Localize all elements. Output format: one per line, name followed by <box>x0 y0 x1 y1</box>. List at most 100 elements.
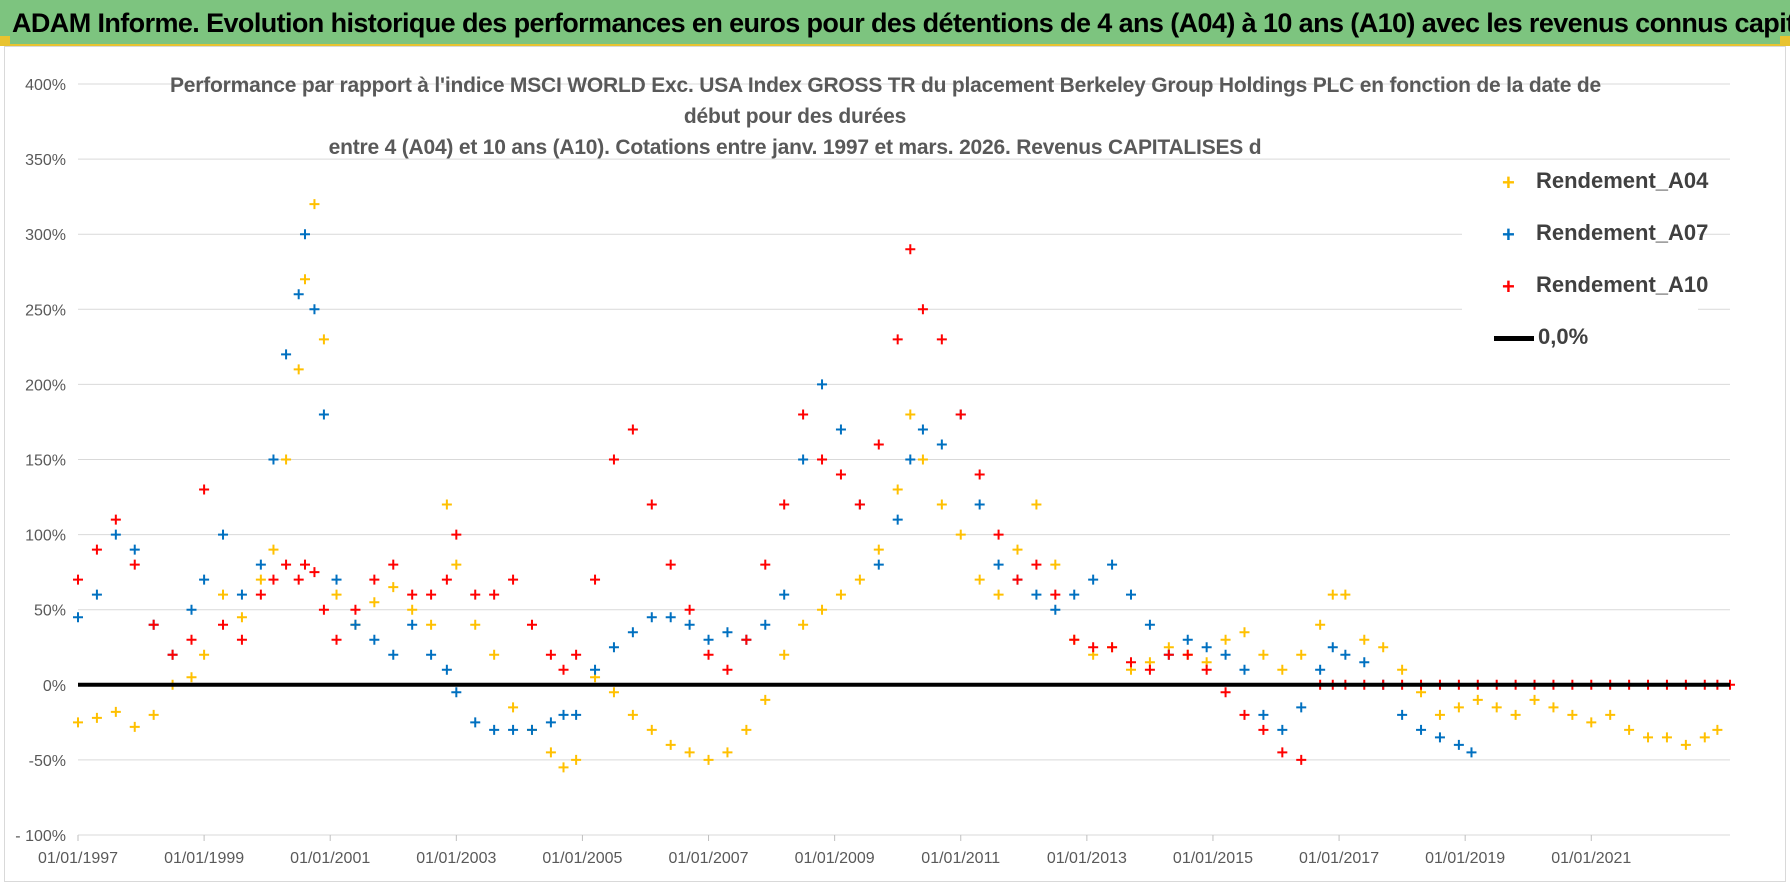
data-point <box>590 664 601 675</box>
data-point <box>255 589 266 600</box>
x-tick-label: 01/01/2021 <box>1551 850 1631 867</box>
data-point <box>558 762 569 773</box>
legend-item-a07: + Rendement_A07 <box>1462 216 1708 256</box>
y-axis-ticks: 400% 350% 300% 250% 200% 150% 100% 50% 0% -50% - 1… <box>15 77 66 845</box>
data-point <box>1031 499 1042 510</box>
data-point <box>722 627 733 638</box>
y-tick-label: 100% <box>25 528 66 545</box>
data-point <box>236 612 247 623</box>
data-point <box>1050 589 1061 600</box>
data-point <box>1031 559 1042 570</box>
data-point <box>1125 589 1136 600</box>
series-Rendement_A04 <box>73 199 1723 773</box>
data-point <box>1567 709 1578 720</box>
data-point <box>331 634 342 645</box>
data-point <box>1529 694 1540 705</box>
data-point <box>110 514 121 525</box>
chart-title-line-2: début pour des durées <box>683 105 907 128</box>
data-point <box>741 724 752 735</box>
data-point <box>1453 739 1464 750</box>
data-point <box>218 529 229 540</box>
data-point <box>388 582 399 593</box>
data-point <box>1069 589 1080 600</box>
data-point <box>1125 657 1136 668</box>
data-point <box>590 574 601 585</box>
data-point <box>309 199 320 210</box>
data-point <box>545 747 556 758</box>
data-point <box>451 529 462 540</box>
data-point <box>873 544 884 555</box>
data-point <box>148 709 159 720</box>
data-point <box>1201 664 1212 675</box>
data-point <box>110 529 121 540</box>
data-point <box>526 619 537 630</box>
series-Rendement_A07 <box>73 229 1477 758</box>
y-tick-label: 350% <box>25 152 66 169</box>
data-point <box>1012 574 1023 585</box>
data-point <box>236 634 247 645</box>
data-point <box>608 454 619 465</box>
x-tick-label: 01/01/2005 <box>542 850 622 867</box>
data-point <box>293 289 304 300</box>
data-point <box>760 559 771 570</box>
data-point <box>148 619 159 630</box>
data-point <box>684 604 695 615</box>
data-point <box>817 454 828 465</box>
x-tick-label: 01/01/2001 <box>290 850 370 867</box>
report-title: ADAM Informe. Evolution historique des p… <box>12 8 1790 38</box>
data-point <box>936 334 947 345</box>
data-point <box>892 334 903 345</box>
data-point <box>545 717 556 728</box>
legend-marker-a10: + <box>1502 274 1515 299</box>
data-point <box>268 574 279 585</box>
data-point <box>1277 747 1288 758</box>
data-point <box>1510 709 1521 720</box>
data-point <box>318 409 329 420</box>
data-point <box>441 664 452 675</box>
data-point <box>1088 642 1099 653</box>
x-tick-label: 01/01/2017 <box>1299 850 1379 867</box>
data-point <box>835 469 846 480</box>
data-point <box>1397 709 1408 720</box>
data-point <box>1359 657 1370 668</box>
data-point <box>369 597 380 608</box>
y-tick-label: 300% <box>25 227 66 244</box>
data-point <box>1434 709 1445 720</box>
legend-label-a07: Rendement_A07 <box>1536 220 1709 245</box>
data-point <box>741 634 752 645</box>
data-point <box>722 664 733 675</box>
data-point <box>426 649 437 660</box>
data-point <box>835 589 846 600</box>
data-point <box>299 559 310 570</box>
data-point <box>1258 709 1269 720</box>
data-point <box>451 687 462 698</box>
data-point <box>1548 702 1559 713</box>
data-point <box>974 469 985 480</box>
data-point <box>993 559 1004 570</box>
data-point <box>318 334 329 345</box>
data-point <box>646 724 657 735</box>
data-point <box>129 721 140 732</box>
data-point <box>760 619 771 630</box>
data-point <box>91 589 102 600</box>
data-point <box>917 424 928 435</box>
data-point <box>489 724 500 735</box>
data-point <box>129 559 140 570</box>
data-point <box>1069 634 1080 645</box>
data-point <box>646 499 657 510</box>
data-point <box>905 454 916 465</box>
data-point <box>281 559 292 570</box>
y-tick-label: 0% <box>43 678 66 695</box>
data-point <box>571 754 582 765</box>
data-point <box>299 274 310 285</box>
legend-item-zero: 0,0% <box>1462 320 1698 360</box>
legend-label-zero: 0,0% <box>1538 324 1589 349</box>
data-point <box>817 379 828 390</box>
data-point <box>441 574 452 585</box>
data-point <box>1327 642 1338 653</box>
data-point <box>993 529 1004 540</box>
data-point <box>1239 627 1250 638</box>
data-point <box>1586 717 1597 728</box>
data-point <box>1416 724 1427 735</box>
